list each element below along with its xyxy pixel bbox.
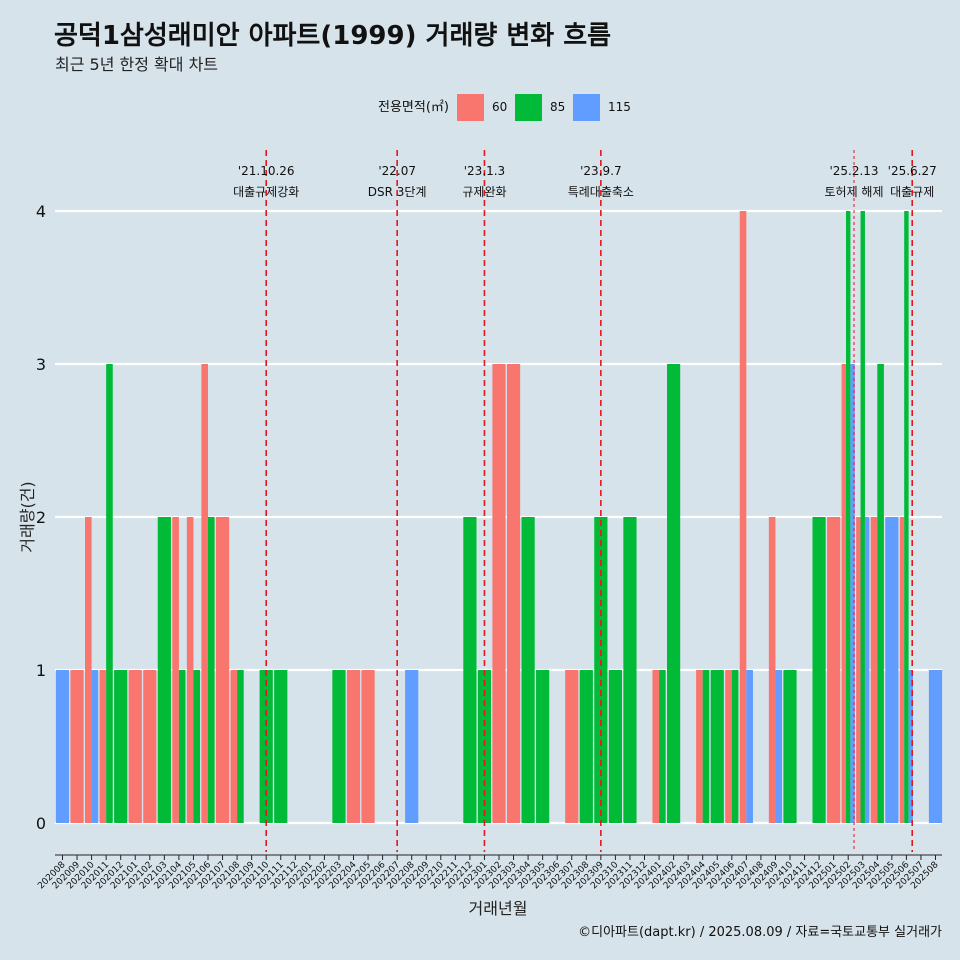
legend-swatch-115 — [573, 94, 600, 121]
y-tick-label: 0 — [36, 814, 46, 833]
bar-115-202407 — [746, 670, 753, 823]
bar-115-202010 — [91, 670, 99, 823]
y-axis-title: 거래량(건) — [18, 481, 37, 552]
bar-60-202401 — [652, 670, 660, 823]
event-label: 토허제 해제 — [825, 185, 884, 199]
bar-85-202012 — [114, 670, 128, 823]
bar-60-202302 — [492, 364, 506, 823]
bar-85-202212 — [463, 517, 477, 823]
bar-85-202106 — [208, 517, 215, 823]
bar-85-202506 — [904, 211, 909, 823]
bar-60-202504 — [870, 517, 878, 823]
bar-60-202506 — [899, 517, 905, 823]
bar-115-202508 — [928, 670, 943, 823]
event-label: 대출규제 — [890, 185, 934, 199]
bar-60-202102 — [143, 670, 157, 823]
x-axis-title: 거래년월 — [469, 899, 528, 918]
bar-60-202407 — [739, 211, 747, 823]
event-date: '22.07 — [378, 164, 416, 178]
bar-85-202405 — [710, 670, 724, 823]
y-tick-label: 3 — [36, 355, 46, 374]
event-label: 특례대출축소 — [568, 185, 634, 199]
bar-85-202111 — [274, 670, 288, 823]
event-date: '23.1.3 — [464, 164, 505, 178]
bar-60-202303 — [506, 364, 521, 823]
y-tick-labels: 0 1 2 3 4 — [36, 202, 46, 833]
bar-85-202412 — [812, 517, 826, 823]
chart-title: 공덕1삼성래미안 아파트(1999) 거래량 변화 흐름 — [54, 21, 611, 51]
bar-60-202409 — [768, 517, 776, 823]
event-date: '25.2.13 — [829, 164, 878, 178]
bar-85-202105 — [193, 670, 201, 823]
event-date: '21.10.26 — [238, 164, 295, 178]
bar-115-202409 — [775, 670, 783, 823]
bar-85-202410 — [783, 670, 797, 823]
bar-115-202503 — [864, 517, 870, 823]
bar-60-202406 — [725, 670, 732, 823]
bar-85-202108 — [237, 670, 244, 823]
bar-60-202404 — [696, 670, 703, 823]
bar-85-202305 — [536, 670, 550, 823]
y-tick-label: 1 — [36, 661, 46, 680]
y-tick-label: 2 — [36, 508, 46, 527]
bar-85-202504 — [877, 364, 884, 823]
bar-60-202502 — [841, 364, 846, 823]
event-annotations: '21.10.26 대출규제강화 '22.07 DSR 3단계 '23.1.3 규제완화 '… — [233, 164, 937, 199]
bar-60-202205 — [361, 670, 375, 823]
bar-85-202311 — [623, 517, 637, 823]
legend-label-115: 115 — [608, 100, 631, 114]
bar-85-202104 — [178, 670, 186, 823]
legend-label-60: 60 — [492, 100, 507, 114]
bar-115-202008 — [55, 670, 70, 823]
event-lines — [265, 150, 914, 852]
chart-subtitle: 최근 5년 한정 확대 차트 — [55, 55, 218, 74]
bar-85-202301 — [477, 670, 492, 823]
event-date: '25.6.27 — [888, 164, 937, 178]
bar-85-202406 — [731, 670, 739, 823]
y-tick-label: 4 — [36, 202, 46, 221]
bar-60-202108 — [230, 670, 238, 823]
bar-60-202105 — [186, 517, 194, 823]
bar-85-202404 — [702, 670, 710, 823]
bar-115-202506 — [908, 670, 913, 823]
bar-60-202009 — [70, 670, 84, 823]
event-label: DSR 3단계 — [368, 185, 427, 199]
bar-115-202502 — [850, 364, 855, 823]
bar-85-202308 — [579, 670, 593, 823]
bar-60-202307 — [565, 670, 579, 823]
bar-115-202208 — [405, 670, 419, 823]
bar-85-202110 — [259, 670, 273, 823]
legend-title: 전용면적(㎡) — [378, 100, 449, 115]
bar-85-202203 — [332, 670, 346, 823]
bar-60-202106 — [201, 364, 208, 823]
bar-85-202401 — [659, 670, 666, 823]
caption: ©디아파트(dapt.kr) / 2025.08.09 / 자료=국토교통부 실… — [578, 925, 942, 940]
bar-60-202101 — [128, 670, 142, 823]
legend: 전용면적(㎡) 60 85 115 — [378, 94, 631, 121]
bar-60-202204 — [346, 670, 361, 823]
event-date: '23.9.7 — [580, 164, 621, 178]
bar-115-202505 — [885, 517, 899, 823]
bar-85-202103 — [157, 517, 171, 823]
bar-85-202011 — [106, 364, 113, 823]
bar-60-202104 — [172, 517, 179, 823]
bar-60-202107 — [215, 517, 230, 823]
legend-swatch-85 — [515, 94, 542, 121]
bar-60-202011 — [99, 670, 107, 823]
legend-label-85: 85 — [550, 100, 565, 114]
bar-85-202502 — [846, 211, 851, 823]
bars — [55, 211, 943, 823]
bar-85-202402 — [667, 364, 681, 823]
legend-swatch-60 — [457, 94, 484, 121]
bar-85-202304 — [521, 517, 535, 823]
event-label: 대출규제강화 — [233, 185, 299, 199]
event-label: 규제완화 — [462, 185, 506, 199]
bar-85-202310 — [608, 670, 622, 823]
bar-60-202503 — [856, 517, 861, 823]
bar-60-202010 — [85, 517, 92, 823]
bar-60-202501 — [827, 517, 841, 823]
bar-85-202503 — [860, 211, 865, 823]
x-axis: 2020082020092020102020112020122021012021… — [36, 854, 942, 891]
